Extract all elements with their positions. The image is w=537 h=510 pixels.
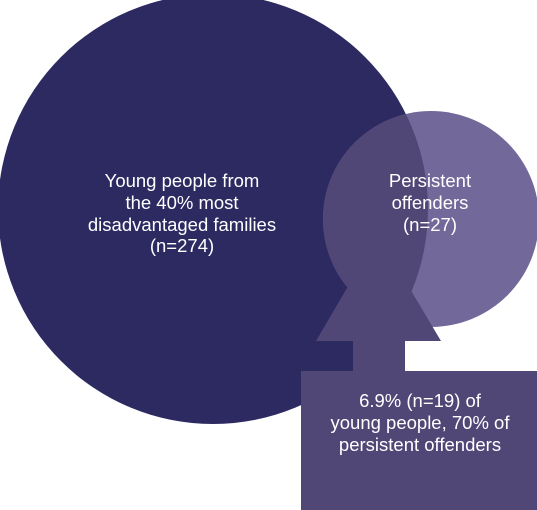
overlap-callout-label: 6.9% (n=19) of young people, 70% of pers… [305,390,535,455]
persistent-label-line: (n=27) [403,213,457,235]
disadvantaged-label-line: the 40% most [125,191,239,213]
persistent-label-line: Persistent [388,170,472,191]
overlap-label-line: 6.9% (n=19) of [359,390,481,411]
disadvantaged-label-line: disadvantaged families [87,213,277,235]
overlap-label-line: young people, 70% of [330,411,510,433]
disadvantaged-label-line: (n=274) [149,235,215,257]
persistent-offenders-label: Persistent offenders (n=27) [355,170,505,235]
persistent-label-line: offenders [391,191,469,213]
disadvantaged-families-circle [0,0,428,424]
overlap-callout-arrow [301,235,537,510]
overlap-label-line: persistent offenders [338,433,502,455]
disadvantaged-families-label: Young people from the 40% most disadvant… [62,170,302,257]
disadvantaged-label-line: Young people from [104,170,260,191]
